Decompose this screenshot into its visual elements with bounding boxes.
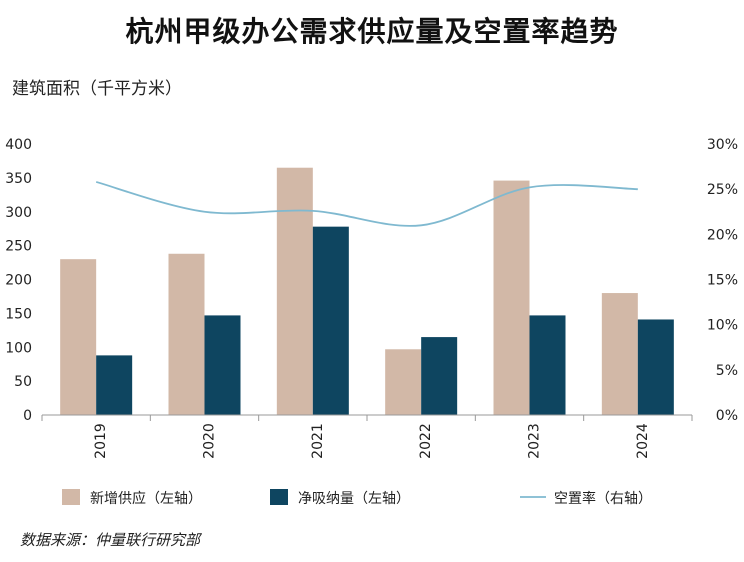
chart-title: 杭州甲级办公需求供应量及空置率趋势 xyxy=(125,15,619,48)
x-tick-label-2023: 2023 xyxy=(527,423,543,459)
left-y-tick-label: 400 xyxy=(5,137,32,153)
bar-new-supply-2024 xyxy=(601,293,638,415)
bar-new-supply-2022 xyxy=(385,349,422,415)
legend-vacancy-rate-label: 空置率（右轴） xyxy=(554,490,652,507)
bar-net-absorption-2021 xyxy=(312,226,349,415)
legend-new-supply-swatch xyxy=(62,489,80,505)
left-y-tick-label: 100 xyxy=(5,340,32,356)
left-y-tick-label: 50 xyxy=(14,374,32,390)
right-y-tick-label: 0% xyxy=(716,408,738,424)
legend-net-absorption-label: 净吸纳量（左轴） xyxy=(298,491,410,507)
right-y-tick-label: 20% xyxy=(707,227,738,243)
right-y-tick-label: 25% xyxy=(707,182,738,198)
right-y-tick-label: 15% xyxy=(707,273,738,289)
x-tick-label-2019: 2019 xyxy=(93,423,109,459)
left-y-tick-label: 250 xyxy=(5,239,32,255)
vacancy-rate-line xyxy=(95,181,638,227)
right-y-tick-label: 5% xyxy=(716,363,738,379)
bar-new-supply-2023 xyxy=(493,180,530,415)
left-y-tick-label: 350 xyxy=(5,171,32,187)
bar-net-absorption-2023 xyxy=(529,315,566,415)
x-tick-label-2020: 2020 xyxy=(202,423,218,459)
legend-new-supply-label: 新增供应（左轴） xyxy=(90,490,202,507)
left-y-tick-label: 150 xyxy=(5,306,32,322)
left-y-tick-label: 200 xyxy=(5,273,32,289)
right-y-tick-label: 30% xyxy=(707,137,738,153)
bar-net-absorption-2022 xyxy=(421,337,458,415)
bar-new-supply-2021 xyxy=(276,167,313,415)
left-y-tick-label: 300 xyxy=(5,205,32,221)
bar-new-supply-2019 xyxy=(60,259,97,415)
bar-net-absorption-2019 xyxy=(96,355,133,415)
y-axis-label: 建筑面积（千平方米） xyxy=(12,79,182,99)
legend-net-absorption-swatch xyxy=(270,489,288,505)
source-note: 数据来源：仲量联行研究部 xyxy=(20,531,201,549)
right-y-tick-label: 10% xyxy=(707,318,738,334)
left-y-tick-label: 0 xyxy=(23,408,32,424)
bar-new-supply-2020 xyxy=(168,253,205,415)
x-tick-label-2024: 2024 xyxy=(635,423,651,459)
bar-net-absorption-2020 xyxy=(204,315,241,415)
bar-net-absorption-2024 xyxy=(637,319,674,415)
x-tick-label-2021: 2021 xyxy=(310,423,326,459)
x-tick-label-2022: 2022 xyxy=(418,423,434,459)
